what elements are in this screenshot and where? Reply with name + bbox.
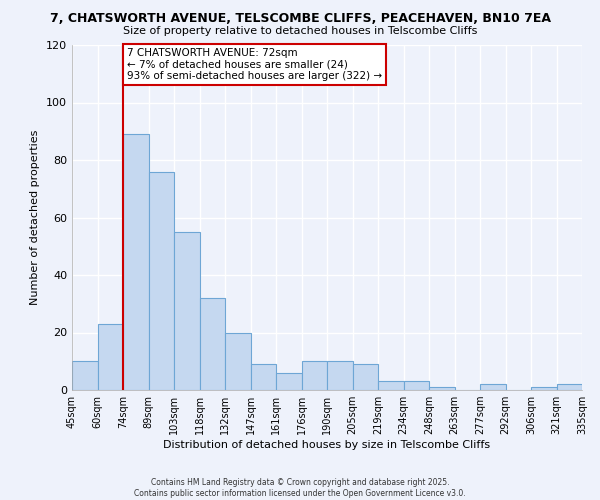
Bar xyxy=(276,373,302,390)
Bar xyxy=(199,298,225,390)
Bar xyxy=(123,134,149,390)
Bar xyxy=(480,384,505,390)
Bar xyxy=(353,364,378,390)
Text: Contains HM Land Registry data © Crown copyright and database right 2025.
Contai: Contains HM Land Registry data © Crown c… xyxy=(134,478,466,498)
Bar xyxy=(327,361,353,390)
Bar xyxy=(302,361,327,390)
Bar xyxy=(149,172,174,390)
Bar xyxy=(225,332,251,390)
Bar xyxy=(97,324,123,390)
Bar xyxy=(378,382,404,390)
Bar xyxy=(174,232,199,390)
Bar xyxy=(531,387,557,390)
Bar xyxy=(72,361,97,390)
Text: Size of property relative to detached houses in Telscombe Cliffs: Size of property relative to detached ho… xyxy=(123,26,477,36)
Text: 7 CHATSWORTH AVENUE: 72sqm
← 7% of detached houses are smaller (24)
93% of semi-: 7 CHATSWORTH AVENUE: 72sqm ← 7% of detac… xyxy=(127,48,382,81)
Text: 7, CHATSWORTH AVENUE, TELSCOMBE CLIFFS, PEACEHAVEN, BN10 7EA: 7, CHATSWORTH AVENUE, TELSCOMBE CLIFFS, … xyxy=(49,12,551,26)
Bar xyxy=(429,387,455,390)
Bar xyxy=(404,382,429,390)
Bar xyxy=(251,364,276,390)
Y-axis label: Number of detached properties: Number of detached properties xyxy=(31,130,40,305)
Bar xyxy=(557,384,582,390)
X-axis label: Distribution of detached houses by size in Telscombe Cliffs: Distribution of detached houses by size … xyxy=(163,440,491,450)
